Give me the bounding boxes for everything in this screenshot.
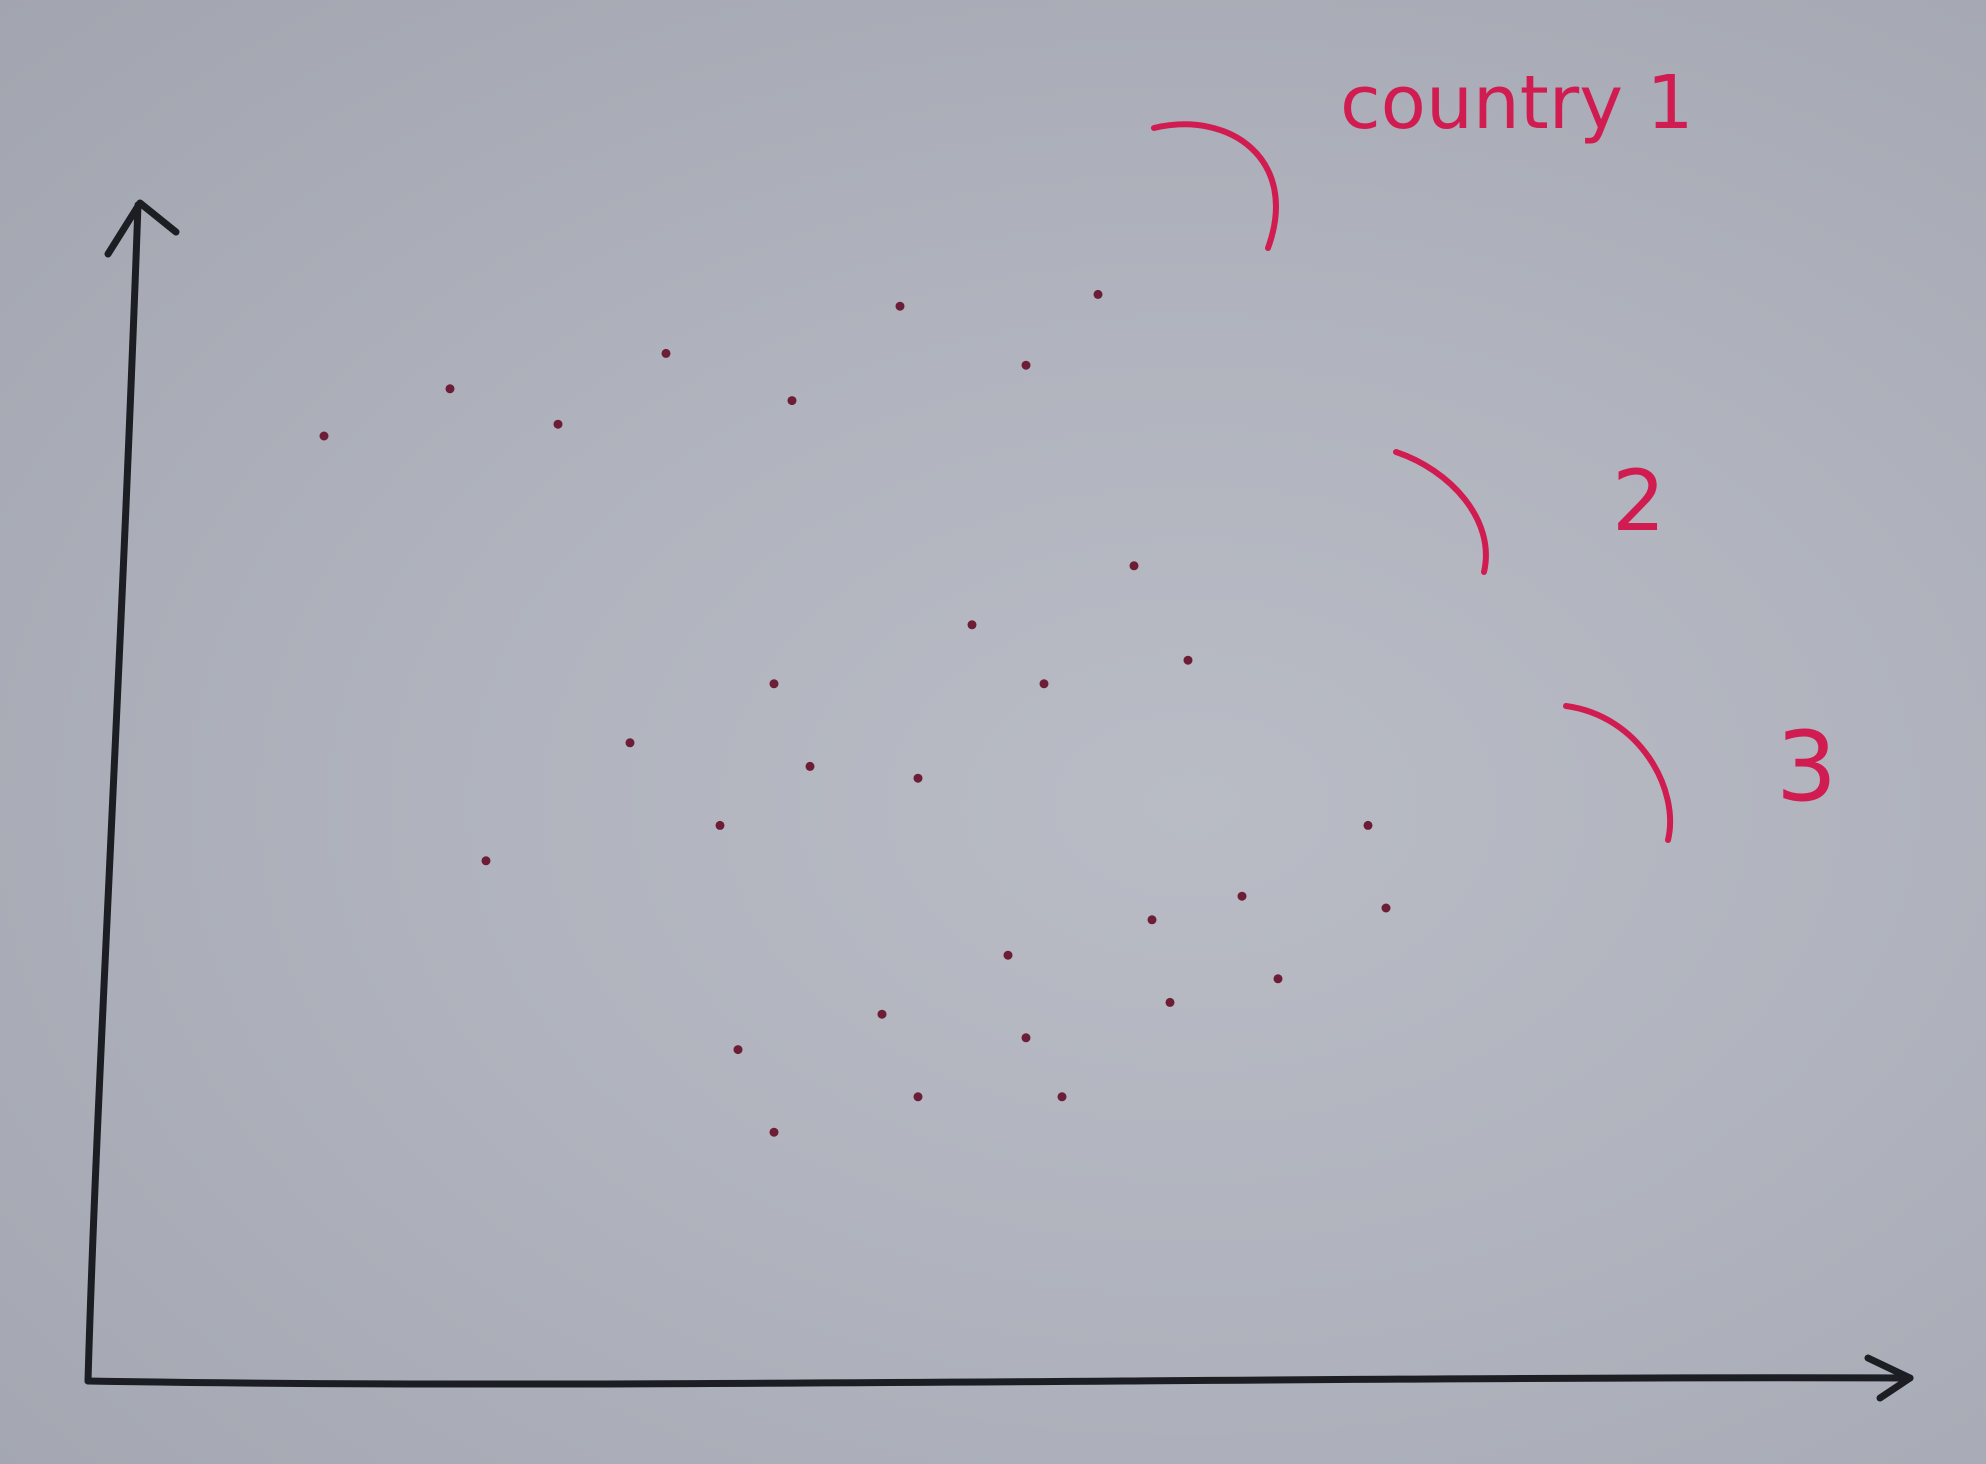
scatter-point-1 bbox=[319, 431, 329, 441]
cluster-3-bracket bbox=[1563, 703, 1674, 843]
scatter-point-20 bbox=[769, 1127, 779, 1137]
y-axis-line bbox=[84, 201, 142, 1385]
scatter-point-16 bbox=[1039, 679, 1049, 689]
scatter-point-6 bbox=[895, 301, 905, 311]
scatter-point-9 bbox=[481, 856, 491, 866]
scatter-point-18 bbox=[1183, 655, 1193, 665]
cluster-1-bracket bbox=[1151, 121, 1279, 251]
x-axis-arrowhead bbox=[1864, 1354, 1914, 1402]
scatter-point-13 bbox=[805, 761, 815, 771]
label-country-1: country 1 bbox=[1340, 60, 1694, 146]
cluster-2-bracket bbox=[1393, 449, 1489, 575]
scatter-point-14 bbox=[913, 773, 923, 783]
chart-axes bbox=[84, 199, 1914, 1402]
scatter-point-7 bbox=[1021, 360, 1031, 370]
scatter-point-2 bbox=[445, 384, 455, 394]
scatter-point-15 bbox=[967, 620, 977, 630]
y-axis-arrowhead bbox=[104, 199, 180, 258]
scatter-point-27 bbox=[1165, 997, 1175, 1007]
scatter-point-25 bbox=[1057, 1092, 1067, 1102]
label-2: 2 bbox=[1612, 452, 1665, 550]
scatter-point-22 bbox=[913, 1092, 923, 1102]
label-3: 3 bbox=[1776, 711, 1837, 823]
scatter-point-24 bbox=[1021, 1033, 1031, 1043]
scatter-point-5 bbox=[787, 396, 797, 406]
cluster-labels: country 1 2 3 bbox=[1340, 60, 1837, 823]
scatter-point-4 bbox=[661, 348, 671, 358]
scatter-point-3 bbox=[553, 419, 563, 429]
scatter-point-11 bbox=[715, 820, 725, 830]
scatter-point-17 bbox=[1129, 561, 1139, 571]
cluster-brackets bbox=[1151, 121, 1674, 843]
x-axis-line bbox=[84, 1374, 1914, 1388]
scatter-points bbox=[319, 289, 1391, 1137]
scatter-point-8 bbox=[1093, 289, 1103, 299]
scatter-point-23 bbox=[1003, 950, 1013, 960]
scatter-point-28 bbox=[1237, 891, 1247, 901]
scatter-point-26 bbox=[1147, 915, 1157, 925]
scatter-point-10 bbox=[625, 738, 635, 748]
scatter-point-21 bbox=[877, 1009, 887, 1019]
scatter-point-30 bbox=[1363, 820, 1373, 830]
scatter-point-12 bbox=[769, 679, 779, 689]
scatter-point-19 bbox=[733, 1045, 743, 1055]
scatter-point-31 bbox=[1381, 903, 1391, 913]
scatter-point-29 bbox=[1273, 974, 1283, 984]
